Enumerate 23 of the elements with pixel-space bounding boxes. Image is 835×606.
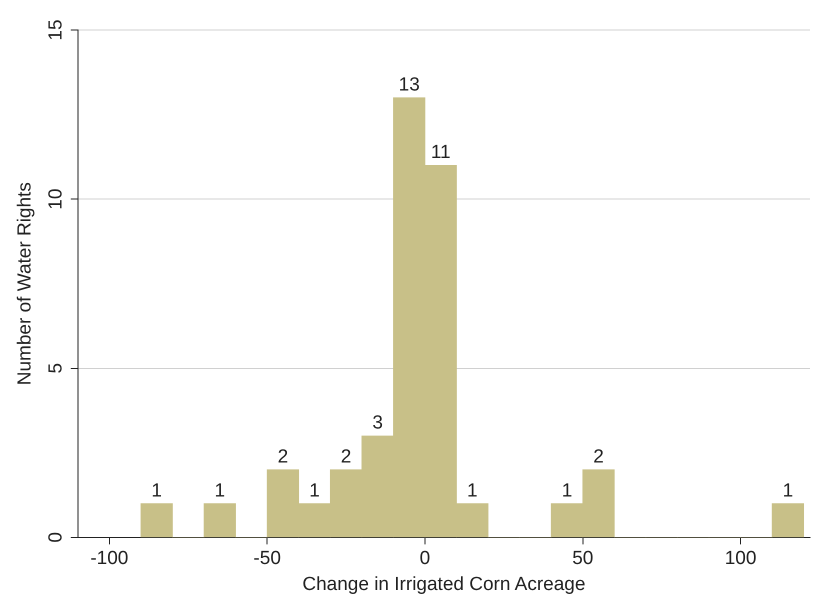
data-label: 3 [372,412,383,434]
y-tick-label: 15 [46,19,67,41]
y-tick-label: 10 [46,188,67,210]
x-tick-label: 50 [572,548,594,570]
data-label: 1 [467,480,478,502]
data-label: 1 [562,480,572,502]
x-tick-label: -50 [253,548,281,570]
y-axis-title: Number of Water Rights [14,182,36,386]
data-label: 11 [430,142,451,164]
x-axis-title: Change in Irrigated Corn Acreage [302,574,586,595]
x-tick-label: 100 [724,548,756,570]
y-tick-label: 5 [46,362,67,374]
data-label: 1 [151,480,162,502]
x-tick-label: -100 [90,548,128,570]
data-label: 2 [593,446,604,468]
data-label: 1 [782,480,794,502]
data-label: 1 [214,480,226,502]
data-label: 1 [309,480,320,502]
x-tick-label: 0 [420,548,430,570]
y-tick-label: 0 [46,532,67,543]
data-label: 13 [398,74,420,96]
data-label: 2 [340,446,352,468]
data-label: 2 [278,446,288,468]
